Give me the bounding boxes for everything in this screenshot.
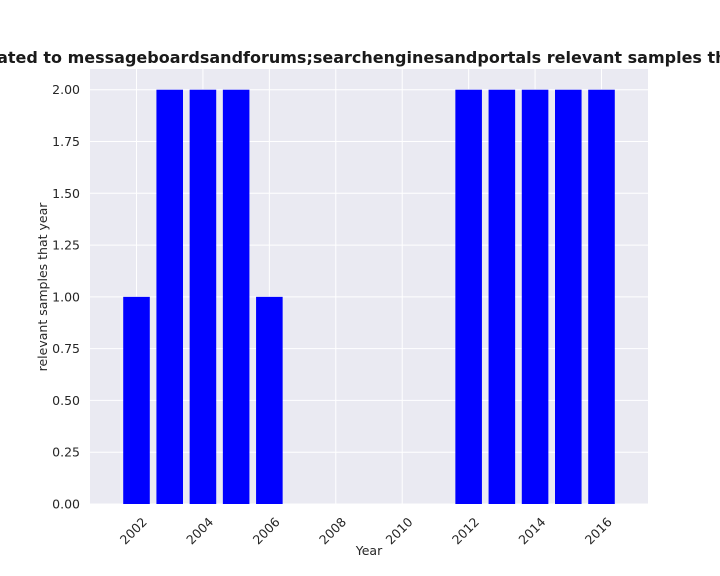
y-tick-label: 0.00 — [52, 497, 80, 512]
y-tick-label: 1.00 — [52, 289, 80, 304]
y-tick-label: 1.50 — [52, 186, 80, 201]
bar-2015 — [555, 89, 582, 504]
y-tick-label: 0.25 — [52, 445, 80, 460]
chart-title: Research Papers related to messageboards… — [0, 48, 720, 67]
y-tick-label: 2.00 — [52, 82, 80, 97]
x-tick-label: 2002 — [117, 514, 150, 547]
bar-2016 — [588, 89, 615, 504]
x-tick-label: 2014 — [515, 514, 548, 547]
bar-2013 — [488, 89, 516, 504]
x-tick-label: 2012 — [449, 514, 482, 547]
bar-2014 — [521, 89, 549, 504]
y-tick-label: 0.75 — [52, 341, 80, 356]
y-axis-label: relevant samples that year — [35, 202, 50, 372]
y-tick-labels: 0.00 0.25 0.50 0.75 1.00 1.25 1.50 1.75 2.00 — [52, 82, 80, 511]
x-tick-label: 2004 — [183, 514, 216, 547]
x-axis-label: Year — [355, 543, 383, 558]
bar-2012 — [455, 89, 482, 504]
bar-2003 — [156, 89, 183, 504]
y-tick-label: 1.25 — [52, 238, 80, 253]
bar-2002 — [123, 296, 150, 504]
x-tick-label: 2008 — [316, 514, 349, 547]
y-tick-label: 0.50 — [52, 393, 80, 408]
x-tick-label: 2006 — [250, 514, 283, 547]
bar-2006 — [256, 296, 283, 504]
x-tick-label: 2016 — [582, 514, 615, 547]
bar-2005 — [222, 89, 250, 504]
bars — [123, 89, 615, 504]
y-tick-label: 1.75 — [52, 134, 80, 149]
bar-2004 — [189, 89, 217, 504]
x-tick-label: 2010 — [382, 514, 415, 547]
